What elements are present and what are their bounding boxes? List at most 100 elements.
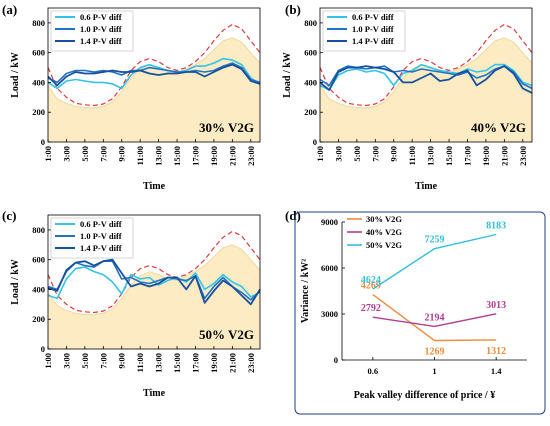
x-tick-label: 13:00	[154, 146, 164, 166]
legend-label: 1.0 P-V diff	[80, 24, 122, 34]
data-label: 4269	[361, 281, 381, 292]
y-tick-label: 0	[41, 344, 45, 354]
legend: 0.6 P-V diff 1.0 P-V diff 1.4 P-V diff	[50, 217, 134, 259]
x-tick-label: 7:00	[98, 146, 108, 162]
variance-line-3	[372, 233, 497, 290]
legend-label: 1.4 P-V diff	[80, 36, 122, 46]
x-tick-label: 5:00	[80, 146, 90, 162]
series-line-3	[47, 258, 261, 306]
y-tick-label: 0	[313, 137, 317, 147]
legend-label: 0.6 P-V diff	[352, 12, 394, 22]
x-tick-label: 9:00	[117, 146, 127, 162]
y-axis-title: Variance / kW²	[300, 259, 311, 323]
variance-panel: (d) 0 3000 6000 9000 0.6 1 1.4 Variance / kW² Pea…	[285, 208, 546, 415]
plot-frame	[47, 7, 261, 143]
legend-label: 50% V2G	[366, 240, 402, 250]
panel-border	[294, 211, 546, 415]
variance-line-1	[372, 293, 497, 342]
x-tick-label: 9:00	[117, 353, 127, 369]
base-load-area	[48, 37, 260, 142]
x-tick-label: 3:00	[333, 146, 343, 162]
legend-label: 40% V2G	[366, 227, 402, 237]
data-label: 1312	[486, 346, 506, 357]
legend-label: 30% V2G	[366, 214, 402, 224]
legend-label: 0.6 P-V diff	[80, 219, 122, 229]
panel-letter: (d)	[285, 208, 301, 223]
x-tick-label: 7:00	[370, 146, 380, 162]
x-tick-label: 15:00	[172, 353, 182, 373]
x-tick-label: 19:00	[209, 353, 219, 373]
panel-letter: (a)	[2, 2, 17, 17]
load-panel-3: (c) 0 200 400 600 800 Load / kW 1:00 3:00 5:00 7:0…	[2, 208, 261, 399]
y-tick-label: 600	[32, 255, 45, 265]
x-tick-label: 1	[432, 366, 436, 376]
x-tick-label: 21:00	[499, 146, 509, 166]
x-axis-title: Time	[143, 181, 166, 192]
series-line-3	[47, 63, 261, 87]
load-panel-2: (b) 0 200 400 600 800 Load / kW 1:00 3:00 5:00 7:0…	[282, 2, 533, 192]
x-tick-label: 15:00	[172, 146, 182, 166]
v2g-annotation: 30% V2G	[199, 120, 254, 135]
x-tick-label: 5:00	[80, 353, 90, 369]
x-axis-title: Peak valley difference of price / ¥	[354, 390, 495, 401]
y-tick-label: 800	[32, 225, 45, 235]
data-label: 7259	[425, 235, 445, 246]
y-axis-title: Load / kW	[282, 52, 293, 98]
dashed-load-line	[47, 230, 261, 314]
y-tick-label: 600	[32, 48, 45, 58]
y-tick-label: 400	[32, 77, 45, 87]
legend-label: 1.0 P-V diff	[80, 231, 122, 241]
plot-frame	[47, 214, 261, 350]
x-tick-label: 0.6	[368, 366, 379, 376]
series-line-1	[319, 63, 533, 91]
x-tick-label: 23:00	[246, 353, 256, 373]
x-tick-label: 17:00	[190, 353, 200, 373]
series-line-2	[47, 62, 261, 84]
x-axis-title: Time	[143, 388, 166, 399]
dashed-load-line	[47, 23, 261, 107]
legend-label: 1.0 P-V diff	[352, 24, 394, 34]
y-tick-label: 800	[304, 18, 317, 28]
data-label: 8183	[486, 221, 506, 232]
y-tick-label: 400	[32, 284, 45, 294]
data-label: 2194	[425, 312, 445, 323]
y-tick-label: 200	[32, 107, 45, 117]
y-tick-label: 0	[41, 137, 45, 147]
legend: 0.6 P-V diff 1.0 P-V diff 1.4 P-V diff	[322, 10, 406, 52]
y-axis-title: Load / kW	[10, 259, 21, 305]
y-tick-label: 3000	[321, 309, 338, 319]
x-tick-label: 23:00	[518, 146, 528, 166]
x-tick-label: 11:00	[135, 146, 145, 165]
y-tick-label: 9000	[321, 217, 338, 227]
v2g-annotation: 50% V2G	[199, 327, 254, 342]
x-tick-label: 17:00	[462, 146, 472, 166]
data-label: 1269	[425, 347, 445, 358]
plot-frame	[319, 7, 533, 143]
x-tick-label: 11:00	[135, 353, 145, 372]
x-tick-label: 15:00	[444, 146, 454, 166]
base-load-area	[48, 244, 260, 349]
x-tick-label: 21:00	[227, 146, 237, 166]
x-axis-title: Time	[415, 181, 438, 192]
y-tick-label: 200	[304, 107, 317, 117]
panel-letter: (c)	[2, 208, 16, 223]
x-tick-label: 21:00	[227, 353, 237, 373]
y-tick-label: 600	[304, 48, 317, 58]
x-tick-label: 17:00	[190, 146, 200, 166]
x-tick-label: 1.4	[491, 366, 502, 376]
x-tick-label: 19:00	[209, 146, 219, 166]
x-tick-label: 23:00	[246, 146, 256, 166]
dashed-load-line	[319, 23, 533, 107]
variance-line-2	[372, 313, 497, 328]
legend-label: 1.4 P-V diff	[80, 243, 122, 253]
data-label: 3013	[486, 300, 506, 311]
y-tick-label: 6000	[321, 263, 338, 273]
series-line-1	[47, 57, 261, 90]
x-tick-label: 3:00	[61, 146, 71, 162]
legend-label: 0.6 P-V diff	[80, 12, 122, 22]
x-tick-label: 11:00	[407, 146, 417, 165]
legend-label: 1.4 P-V diff	[352, 36, 394, 46]
series-line-3	[319, 65, 533, 94]
x-tick-label: 13:00	[426, 146, 436, 166]
load-panel-1: (a) 0 200 400 600 800 Load / kW 1:00 3:00 5:00 7:0…	[2, 2, 261, 192]
